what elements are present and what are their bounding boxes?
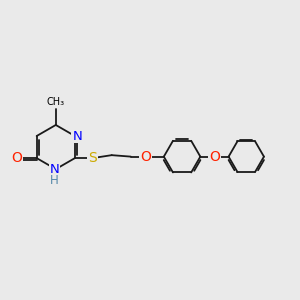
- Text: O: O: [209, 150, 220, 164]
- Text: CH₃: CH₃: [47, 97, 65, 107]
- Text: O: O: [140, 150, 151, 164]
- Text: S: S: [88, 151, 97, 165]
- Text: N: N: [50, 163, 59, 176]
- Text: H: H: [50, 174, 59, 187]
- Text: N: N: [72, 130, 82, 142]
- Text: O: O: [11, 151, 22, 165]
